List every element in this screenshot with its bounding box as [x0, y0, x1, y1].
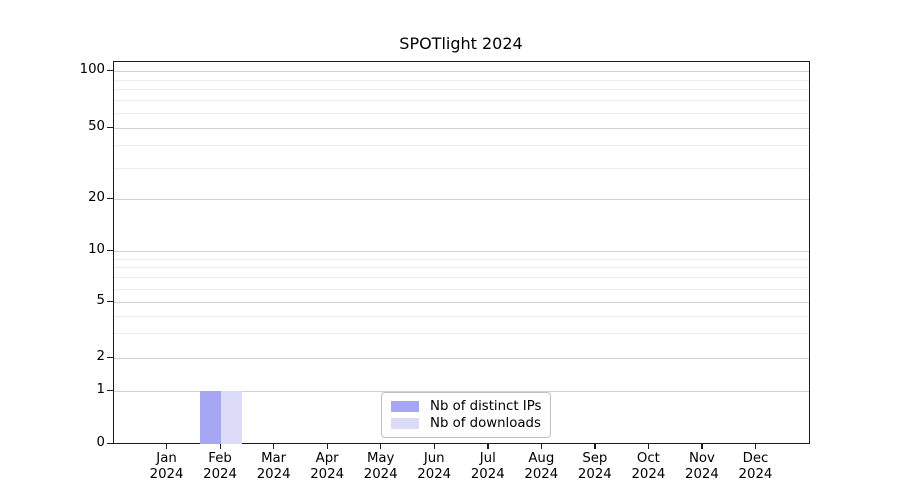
x-tick-month: Aug — [528, 451, 555, 466]
x-tick-year: 2024 — [685, 466, 719, 482]
x-tick-month: Oct — [636, 451, 660, 466]
x-tick-mark — [754, 443, 757, 449]
gridline-minor — [114, 277, 809, 279]
legend-label-distinct-ips: Nb of distinct IPs — [430, 399, 542, 414]
x-tick-year: 2024 — [524, 466, 559, 482]
gridline-minor — [114, 288, 809, 290]
y-tick-label: 20 — [88, 190, 105, 205]
x-tick-month: Feb — [208, 451, 232, 466]
gridline-major — [114, 199, 809, 200]
x-tick-label-sep: Sep 2024 — [553, 451, 637, 482]
gridline-minor — [114, 167, 809, 169]
legend-label-downloads: Nb of downloads — [430, 416, 541, 431]
y-tick-mark — [107, 357, 113, 359]
x-tick-year: 2024 — [256, 466, 291, 482]
x-tick-mark — [487, 443, 489, 449]
x-tick-month: Nov — [688, 451, 715, 466]
x-tick-mark — [219, 443, 221, 449]
y-tick-mark — [107, 443, 113, 445]
x-tick-label-jul: Jul 2024 — [446, 451, 530, 482]
gridline-minor — [114, 258, 809, 260]
x-tick-year: 2024 — [203, 466, 237, 482]
y-tick-mark — [107, 70, 113, 72]
x-tick-mark — [594, 443, 596, 449]
x-tick-mark — [540, 443, 543, 449]
x-tick-year: 2024 — [470, 466, 505, 482]
bar-feb-series0 — [200, 391, 222, 444]
gridline-minor — [114, 113, 809, 114]
x-tick-label-oct: Oct 2024 — [606, 451, 690, 482]
x-tick-month: May — [366, 451, 395, 466]
gridline-minor — [114, 100, 809, 102]
x-tick-mark — [166, 443, 168, 449]
gridline-minor — [114, 333, 809, 335]
y-tick-mark — [107, 250, 113, 252]
y-tick-mark — [107, 301, 113, 303]
x-tick-month: Sep — [582, 451, 608, 466]
x-tick-label-dec: Dec 2024 — [713, 451, 797, 482]
x-tick-mark — [647, 443, 650, 449]
gridline-minor — [114, 267, 809, 269]
x-tick-mark — [380, 443, 382, 449]
x-tick-label-apr: Apr 2024 — [285, 451, 369, 482]
gridline-minor — [114, 145, 809, 147]
x-tick-label-mar: Mar 2024 — [232, 451, 316, 482]
x-tick-month: Jan — [156, 451, 177, 466]
x-tick-year: 2024 — [417, 466, 452, 482]
x-tick-label-jan: Jan 2024 — [125, 451, 209, 482]
x-tick-label-feb: Feb 2024 — [178, 451, 262, 482]
x-tick-mark — [326, 443, 328, 449]
legend-swatch-distinct-ips — [391, 401, 419, 412]
x-tick-label-nov: Nov 2024 — [660, 451, 744, 482]
x-tick-label-aug: Aug 2024 — [499, 451, 583, 482]
x-tick-year: 2024 — [577, 466, 612, 482]
x-tick-year: 2024 — [738, 466, 773, 482]
legend-entry-distinct-ips: Nb of distinct IPs — [391, 398, 541, 415]
y-tick-label: 5 — [96, 293, 105, 308]
x-tick-month: Dec — [742, 451, 769, 466]
chart-title: SPOTlight 2024 — [399, 34, 523, 53]
gridline-minor — [114, 79, 809, 81]
y-tick-label: 10 — [88, 242, 105, 257]
y-tick-mark — [107, 198, 113, 200]
gridline-major — [114, 302, 809, 303]
x-tick-year: 2024 — [363, 466, 398, 482]
y-tick-label: 2 — [96, 349, 105, 364]
x-tick-month: Jun — [423, 451, 445, 466]
y-tick-label: 50 — [88, 119, 105, 134]
gridline-major — [114, 358, 809, 359]
legend-entry-downloads: Nb of downloads — [391, 415, 541, 432]
x-tick-label-may: May 2024 — [339, 451, 423, 482]
y-tick-mark — [107, 127, 113, 129]
x-tick-mark — [273, 443, 275, 449]
gridline-major — [114, 251, 809, 252]
gridline-minor — [114, 315, 809, 317]
gridline-minor — [114, 89, 809, 91]
x-tick-year: 2024 — [149, 466, 184, 482]
plot-area: Nb of distinct IPs Nb of downloads — [113, 61, 810, 444]
y-tick-label: 1 — [96, 382, 105, 397]
gridline-major — [114, 391, 809, 392]
gridline-major — [114, 71, 809, 72]
x-tick-month: Mar — [261, 451, 287, 466]
x-tick-label-jun: Jun 2024 — [392, 451, 476, 482]
legend-swatch-downloads — [391, 418, 419, 429]
y-tick-mark — [107, 390, 113, 392]
x-tick-year: 2024 — [310, 466, 345, 482]
y-tick-label: 100 — [79, 62, 105, 77]
x-tick-year: 2024 — [631, 466, 666, 482]
x-tick-mark — [433, 443, 436, 449]
bar-feb-series1 — [221, 391, 243, 444]
x-tick-month: Apr — [315, 451, 339, 466]
y-tick-label: 0 — [96, 435, 105, 450]
x-tick-month: Jul — [479, 451, 496, 466]
legend: Nb of distinct IPs Nb of downloads — [381, 392, 552, 438]
gridline-major — [114, 128, 809, 129]
x-tick-mark — [701, 443, 703, 449]
